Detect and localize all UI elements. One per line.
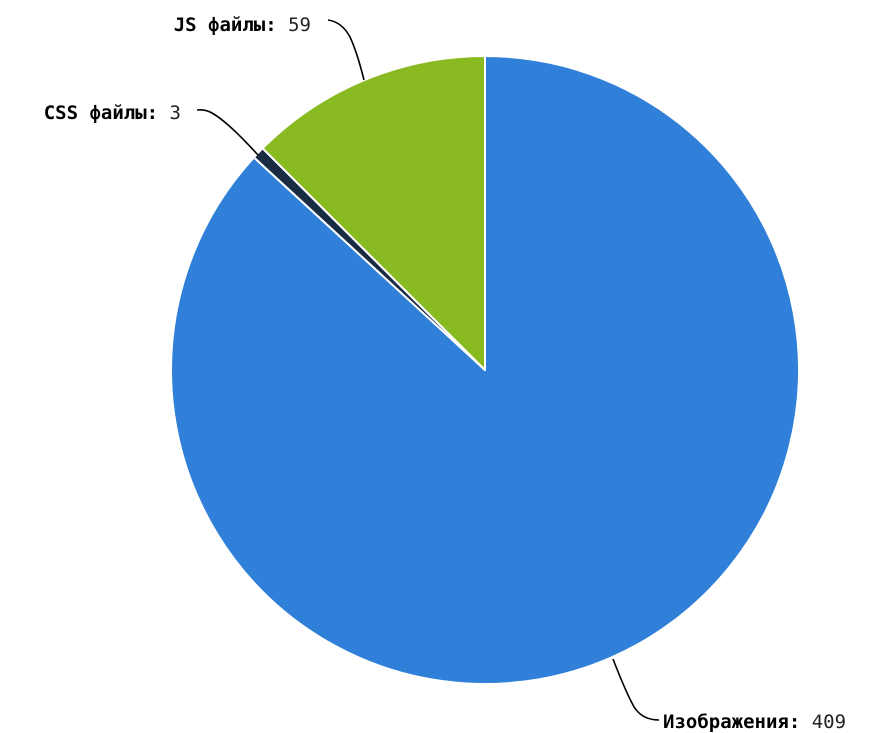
slice-label-name: CSS файлы: — [44, 102, 158, 124]
label-connector-2 — [196, 109, 259, 156]
label-connector-1 — [612, 658, 660, 721]
pie-slice-1[interactable] — [169, 55, 800, 685]
slice-label-value: 409 — [800, 711, 846, 733]
slice-label-1: Изображения: 409 — [663, 711, 846, 733]
slice-label-name: Изображения: — [663, 711, 800, 733]
pie-slice-3[interactable] — [261, 55, 486, 371]
slice-label-value: 59 — [277, 14, 311, 36]
slice-label-2: CSS файлы: 3 — [44, 102, 181, 124]
label-connector-3 — [327, 19, 365, 81]
slice-label-name: JS файлы: — [174, 14, 277, 36]
slice-label-3: JS файлы: 59 — [174, 14, 311, 36]
slice-label-value: 3 — [158, 102, 181, 124]
